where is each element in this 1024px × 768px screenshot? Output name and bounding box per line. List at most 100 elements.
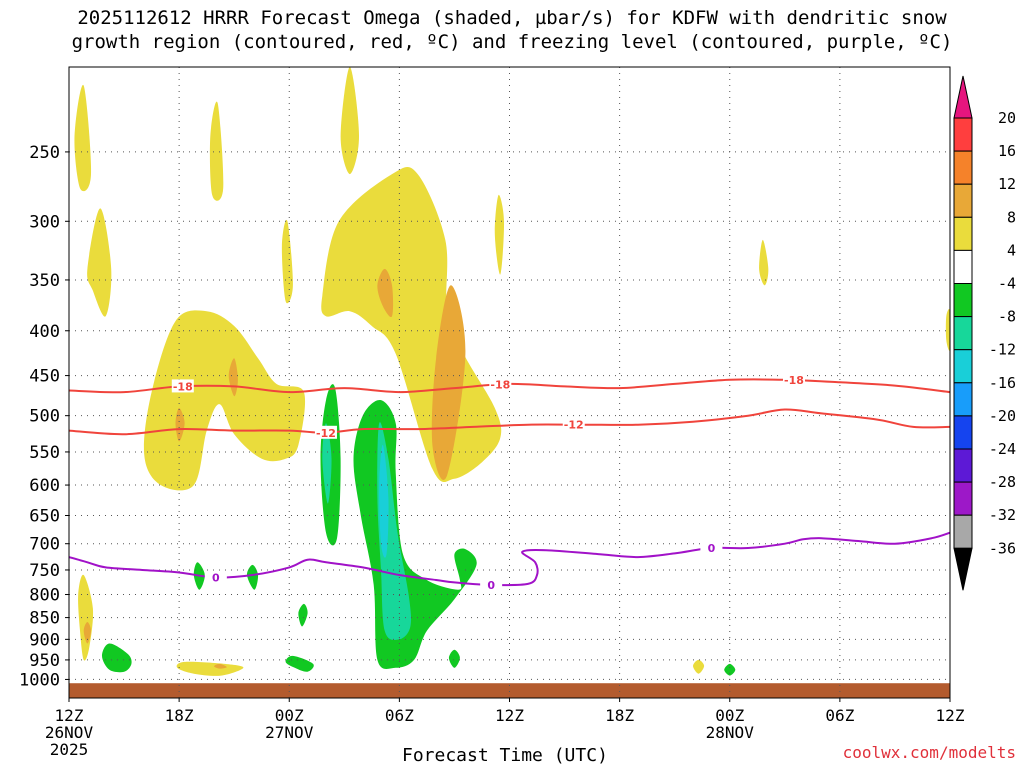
- omega-positive-region: [143, 310, 306, 491]
- y-tick-label: 1000: [19, 670, 60, 690]
- y-tick-label: 750: [29, 561, 60, 581]
- colorbar-tick-label: -28: [989, 473, 1016, 491]
- dgz-contour-label: -18: [173, 380, 193, 393]
- colorbar-tick-label: 8: [1007, 208, 1016, 226]
- x-tick-label: 12Z: [55, 706, 84, 725]
- dgz-contour-label: -12: [564, 419, 584, 432]
- colorbar-tick-label: 4: [1007, 241, 1016, 259]
- y-tick-label: 400: [29, 322, 60, 342]
- y-tick-label: 600: [29, 476, 60, 496]
- omega-negative-region: [724, 663, 736, 676]
- title-line-1: 2025112612 HRRR Forecast Omega (shaded, …: [77, 7, 947, 29]
- x-tick-label: 00Z: [275, 706, 304, 725]
- y-tick-label: 350: [29, 271, 60, 291]
- freezing-level-contour-label: 0: [708, 542, 716, 555]
- colorbar-band: [953, 415, 973, 450]
- omega-positive-region: [78, 574, 94, 661]
- colorbar-band: [953, 349, 973, 384]
- chart-title: 2025112612 HRRR Forecast Omega (shaded, …: [0, 6, 1024, 54]
- contours: -18 -18 -18 -12 -12 0 0 0: [69, 373, 950, 592]
- colorbar-bottom-arrow: [953, 547, 973, 591]
- omega-positive-region: [281, 219, 293, 304]
- x-tick-date: 27NOV: [265, 723, 314, 742]
- colorbar-band: [953, 283, 973, 318]
- dgz-contour-label-bg: [314, 425, 337, 439]
- x-tick-date: 26NOV: [45, 723, 94, 742]
- colorbar-tick-label: -8: [998, 308, 1016, 326]
- x-tick-label: 18Z: [165, 706, 194, 725]
- y-tick-label: 900: [29, 630, 60, 650]
- colorbar-tick-label: 16: [998, 142, 1016, 160]
- freezing-level-contour-label: 0: [487, 579, 495, 592]
- colorbar-tick-label: -4: [998, 275, 1016, 293]
- colorbar: 20 16 12 8 4 -4 -8 -12 -16 -20 -24 -28 -32 -36: [953, 75, 1016, 591]
- omega-positive-region: [74, 84, 92, 192]
- colorbar-tick-label: -36: [989, 539, 1016, 557]
- colorbar-tick-label: 20: [998, 109, 1016, 127]
- dgz-contour-label: -12: [316, 427, 336, 440]
- x-tick-date: 28NOV: [706, 723, 755, 742]
- omega-negative-region: [102, 643, 132, 673]
- omega-positive-region: [176, 661, 244, 676]
- dgz-contour-label-bg: [171, 379, 194, 393]
- omega-positive-region: [175, 408, 185, 442]
- dgz-contour-label: -18: [490, 379, 510, 392]
- dgz-contour-label-bg: [782, 373, 805, 387]
- omega-negative-region: [285, 655, 314, 672]
- y-tick-label: 650: [29, 507, 60, 527]
- omega-positive-region: [83, 622, 91, 644]
- dgz-contour-label-bg: [562, 417, 585, 431]
- colorbar-band: [953, 249, 973, 284]
- colorbar-tick-label: -16: [989, 374, 1016, 392]
- y-tick-label: 300: [29, 212, 60, 232]
- freezing-level-contour-label-bg: [480, 577, 503, 591]
- omega-positive-region: [693, 659, 705, 674]
- x-tick-label: 06Z: [385, 706, 414, 725]
- colorbar-band: [953, 514, 973, 549]
- plot-area: [69, 67, 950, 698]
- colorbar-band: [953, 183, 973, 218]
- omega-positive-region: [87, 208, 112, 317]
- x-tick-label: 06Z: [825, 706, 854, 725]
- omega-positive-region: [214, 663, 227, 669]
- omega-positive-region: [945, 308, 950, 351]
- omega-positive-region: [377, 268, 394, 318]
- dgz-contour: [69, 408, 950, 436]
- omega-negative-region: [322, 423, 332, 504]
- x-tick-label: 12Z: [495, 706, 524, 725]
- colorbar-band: [953, 448, 973, 483]
- omega-negative-region: [379, 444, 389, 558]
- omega-negative-region: [448, 649, 460, 668]
- ground-bar: [69, 683, 950, 698]
- freezing-level-contour-label-bg: [204, 570, 227, 584]
- omega-positive-region: [494, 194, 505, 275]
- colorbar-tick-label: -32: [989, 506, 1016, 524]
- colorbar-band: [953, 382, 973, 417]
- x-axis-label: Forecast Time (UTC): [402, 745, 608, 766]
- y-tick-label: 850: [29, 609, 60, 629]
- y-tick-label: 800: [29, 586, 60, 606]
- colorbar-band: [953, 117, 973, 152]
- omega-positive-region: [431, 285, 466, 480]
- credit-text: coolwx.com/modelts: [842, 743, 1016, 762]
- colorbar-tick-label: -12: [989, 341, 1016, 359]
- axes: 2503003504004505005506006507007508008509…: [19, 143, 965, 759]
- y-tick-label: 450: [29, 367, 60, 387]
- x-tick-label: 18Z: [605, 706, 634, 725]
- omega-positive-region: [321, 166, 502, 483]
- x-tick-year: 2025: [50, 740, 89, 759]
- colorbar-band: [953, 316, 973, 351]
- freezing-level-contour-label-bg: [700, 541, 723, 555]
- title-line-2: growth region (contoured, red, ºC) and f…: [71, 31, 953, 53]
- dgz-contour-label-bg: [489, 377, 512, 391]
- freezing-level-contour-label: 0: [212, 571, 220, 584]
- y-tick-label: 700: [29, 535, 60, 555]
- x-tick-label: 00Z: [715, 706, 744, 725]
- dgz-contour-label: -18: [784, 374, 804, 387]
- omega-positive-region: [340, 67, 359, 175]
- omega-positive-region: [759, 239, 769, 286]
- y-tick-label: 250: [29, 143, 60, 163]
- omega-negative-region: [246, 564, 259, 590]
- colorbar-band: [953, 481, 973, 516]
- y-tick-label: 550: [29, 443, 60, 463]
